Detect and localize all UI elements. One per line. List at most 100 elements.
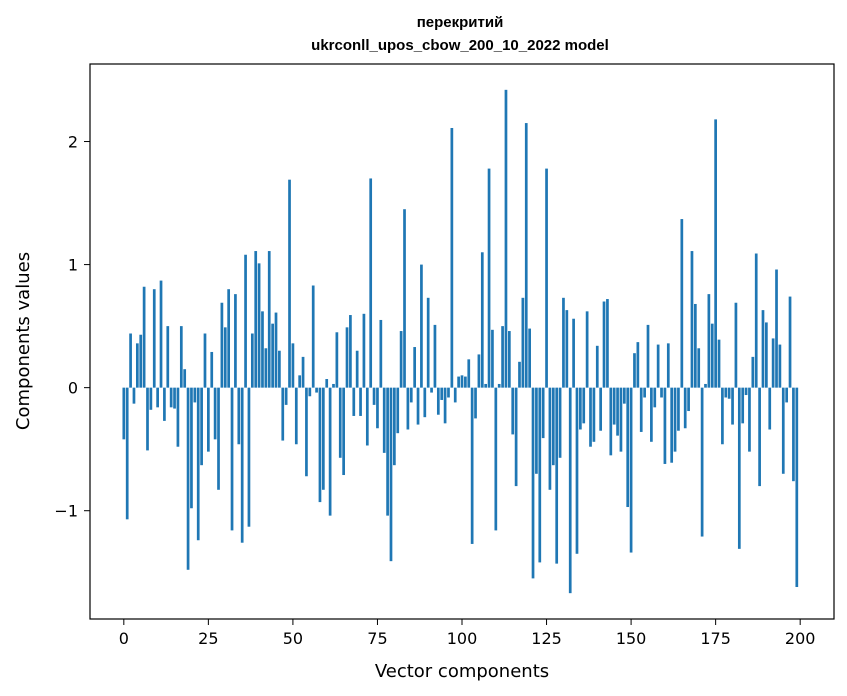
bar-199 [795, 387, 799, 588]
bar-143 [606, 299, 609, 388]
bar-197 [788, 296, 792, 388]
bar-15 [173, 387, 176, 409]
bar-136 [582, 387, 586, 424]
bar-81 [396, 387, 400, 434]
bar-8 [149, 387, 153, 410]
bar-148 [622, 387, 626, 404]
bar-69 [355, 350, 359, 388]
bar-20 [190, 387, 193, 509]
bar-124 [541, 387, 545, 439]
x-tick-label: 0 [119, 629, 129, 648]
bar-51 [294, 387, 298, 445]
bar-9 [152, 289, 156, 388]
bar-128 [555, 387, 559, 564]
bar-4 [135, 343, 139, 388]
bar-85 [409, 387, 413, 403]
bar-157 [653, 387, 657, 408]
bar-29 [220, 302, 224, 388]
bar-172 [704, 383, 707, 388]
bar-0 [122, 387, 126, 440]
bar-2 [129, 333, 132, 388]
bar-133 [572, 318, 575, 388]
bar-158 [656, 344, 660, 388]
bar-53 [301, 356, 305, 388]
bar-39 [254, 251, 258, 388]
bar-34 [237, 387, 241, 445]
bar-103 [470, 387, 474, 544]
bar-59 [321, 387, 325, 490]
bar-19 [186, 387, 190, 570]
bar-1 [125, 387, 129, 520]
bar-13 [166, 326, 170, 388]
bar-26 [210, 351, 214, 388]
bar-101 [464, 376, 467, 388]
bar-109 [491, 329, 494, 388]
bar-65 [342, 387, 345, 476]
bar-149 [626, 387, 630, 508]
bar-63 [335, 332, 339, 388]
bar-135 [579, 387, 582, 430]
bar-45 [274, 312, 278, 388]
x-tick-label: 100 [447, 629, 478, 648]
bar-186 [751, 356, 755, 388]
bar-177 [721, 387, 724, 445]
x-axis-label: Vector components [375, 661, 549, 682]
bar-76 [379, 319, 383, 388]
bar-40 [257, 263, 261, 388]
x-tick-label: 175 [700, 629, 731, 648]
bar-140 [595, 345, 599, 388]
x-tick-label: 50 [283, 629, 303, 648]
bar-38 [250, 333, 254, 388]
bar-150 [629, 387, 633, 553]
bar-47 [281, 387, 285, 441]
bar-145 [612, 387, 616, 425]
bar-183 [741, 387, 745, 424]
bar-31 [227, 289, 231, 388]
bar-16 [176, 387, 180, 447]
bar-7 [146, 387, 149, 451]
bar-113 [504, 89, 508, 388]
x-tick-label: 150 [616, 629, 647, 648]
bar-10 [156, 387, 159, 408]
bar-73 [369, 178, 373, 388]
bar-193 [775, 269, 778, 388]
y-axis-label: Components values [13, 252, 34, 430]
bar-144 [609, 387, 613, 456]
bar-87 [416, 387, 420, 425]
bar-100 [460, 375, 464, 388]
bar-55 [308, 387, 312, 397]
bar-189 [761, 310, 765, 388]
bar-32 [230, 387, 234, 531]
bar-60 [325, 379, 329, 388]
bar-17 [179, 326, 183, 388]
bar-160 [663, 387, 667, 464]
bar-49 [288, 179, 291, 388]
bar-115 [511, 387, 515, 435]
bar-50 [291, 343, 295, 388]
bar-165 [680, 219, 684, 388]
bar-112 [501, 326, 504, 388]
bar-86 [413, 347, 417, 388]
bar-37 [247, 387, 251, 527]
bar-123 [538, 387, 542, 563]
bar-153 [639, 387, 643, 432]
bar-98 [453, 387, 457, 403]
bar-25 [207, 387, 210, 452]
bar-137 [585, 311, 589, 388]
bar-75 [376, 387, 379, 429]
bar-70 [359, 387, 362, 416]
x-tick-label: 125 [531, 629, 562, 648]
bar-71 [362, 313, 366, 388]
bar-54 [305, 387, 308, 477]
bar-41 [261, 311, 264, 388]
bar-77 [382, 387, 386, 453]
bar-74 [372, 387, 376, 405]
bar-129 [558, 387, 562, 458]
bar-162 [670, 387, 674, 463]
bar-90 [426, 297, 430, 388]
bar-68 [352, 387, 356, 416]
bar-89 [423, 387, 427, 418]
bar-119 [524, 123, 528, 388]
bar-194 [778, 344, 782, 388]
bar-111 [497, 383, 501, 388]
